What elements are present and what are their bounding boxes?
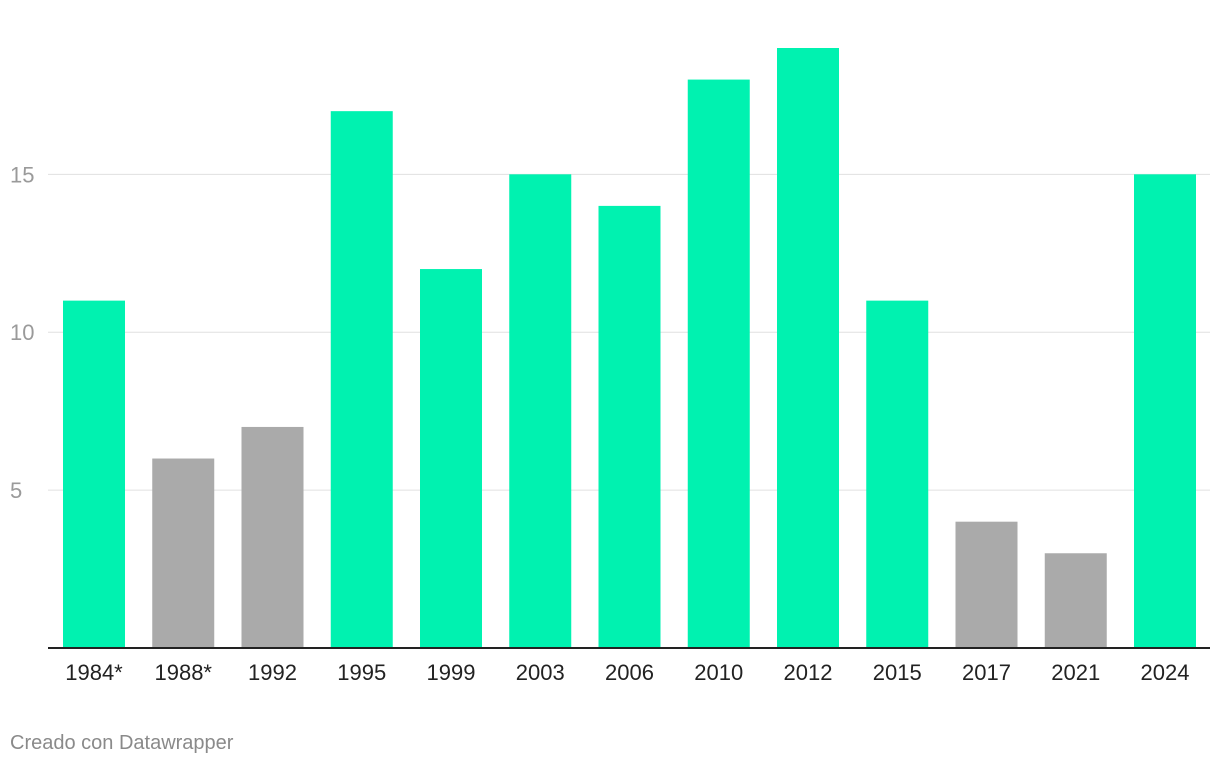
bar-2015 [866,300,929,648]
bar-2017 [955,521,1018,648]
x-tick-label: 2012 [784,660,833,685]
bar-1992 [241,426,304,648]
y-tick-label: 5 [10,478,22,503]
x-tick-label: 1995 [337,660,386,685]
x-tick-label: 2006 [605,660,654,685]
x-tick-label: 2003 [516,660,565,685]
bars [63,48,1196,649]
y-tick-label: 10 [10,320,34,345]
bar-1995 [330,111,393,648]
x-tick-label: 1992 [248,660,297,685]
x-tick-label: 2010 [694,660,743,685]
x-tick-label: 2017 [962,660,1011,685]
bar-2006 [598,205,661,649]
y-axis: 5 10 15 [10,162,34,503]
bar-1988 [152,458,215,648]
x-tick-label: 1988* [154,660,212,685]
bar-chart: 5 10 15 1984* 1988* 1992 1995 1999 2003 2006 2010… [10,48,1210,685]
x-tick-label: 2024 [1141,660,1190,685]
bar-1984 [63,300,125,648]
credit-text: Creado con Datawrapper [10,732,234,754]
x-axis: 1984* 1988* 1992 1995 1999 2003 2006 2010 2012 20… [48,647,1210,685]
x-tick-label: 2015 [873,660,922,685]
bar-2024 [1134,174,1196,648]
bar-2021 [1044,553,1107,648]
bar-2012 [777,48,839,648]
bar-1999 [420,269,482,648]
y-tick-label: 15 [10,162,34,187]
x-tick-label: 2021 [1051,660,1100,685]
bar-2003 [509,174,572,648]
x-tick-label: 1999 [427,660,476,685]
x-tick-label: 1984* [65,660,123,685]
bar-2010 [687,79,750,648]
